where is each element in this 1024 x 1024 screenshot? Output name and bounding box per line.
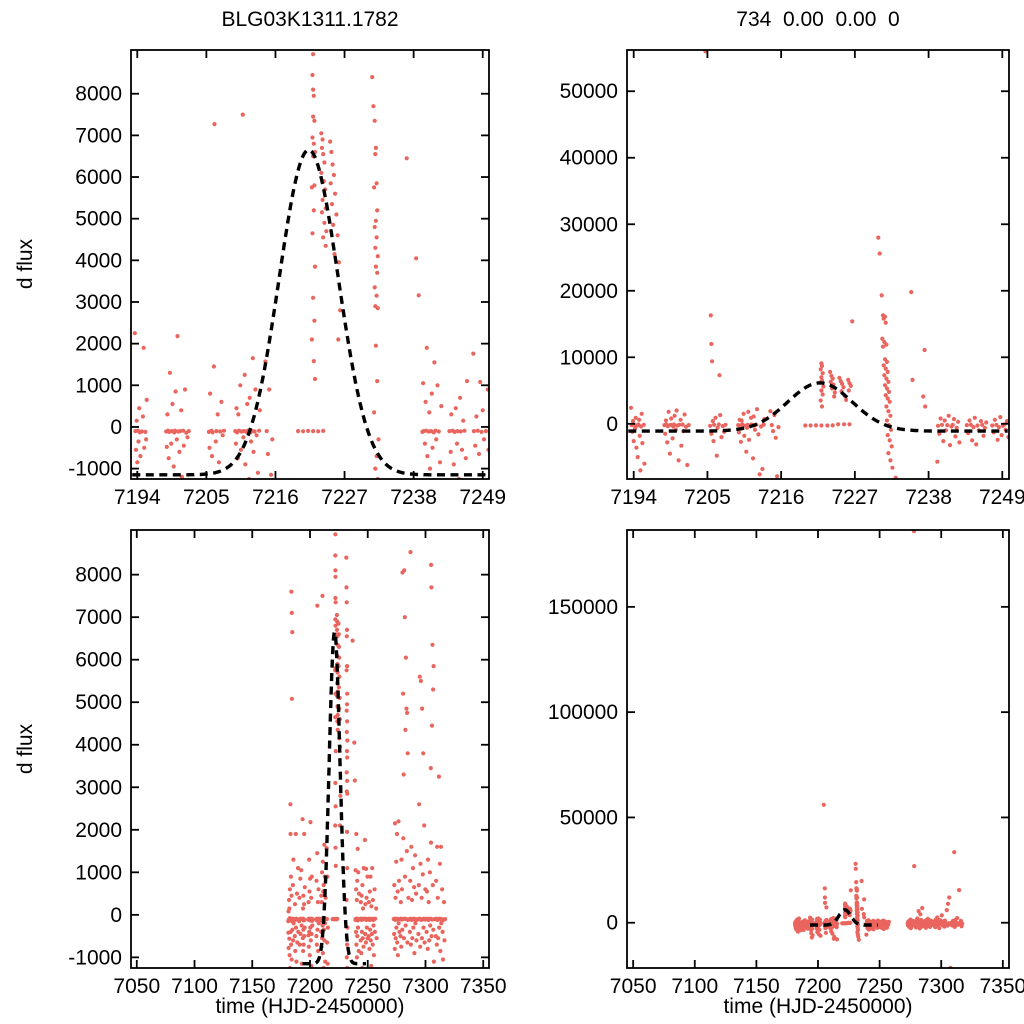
svg-text:-1000: -1000 [68, 946, 122, 969]
svg-text:7250: 7250 [344, 975, 391, 998]
svg-text:1000: 1000 [75, 861, 122, 884]
svg-text:7216: 7216 [758, 486, 805, 509]
svg-text:7350: 7350 [460, 975, 507, 998]
svg-text:7200: 7200 [795, 975, 842, 998]
svg-text:7250: 7250 [856, 975, 903, 998]
svg-text:10000: 10000 [560, 346, 618, 369]
svg-text:4000: 4000 [75, 734, 122, 757]
svg-text:7216: 7216 [252, 486, 299, 509]
svg-text:3000: 3000 [75, 776, 122, 799]
svg-text:7300: 7300 [918, 975, 965, 998]
svg-text:7238: 7238 [390, 486, 437, 509]
svg-text:7194: 7194 [610, 486, 657, 509]
svg-text:7205: 7205 [684, 486, 731, 509]
svg-text:7000: 7000 [75, 124, 122, 147]
svg-text:6000: 6000 [75, 649, 122, 672]
svg-text:50000: 50000 [560, 806, 618, 829]
svg-text:100000: 100000 [548, 701, 618, 724]
svg-text:7300: 7300 [402, 975, 449, 998]
svg-text:5000: 5000 [75, 208, 122, 231]
svg-text:7194: 7194 [114, 486, 161, 509]
svg-text:8000: 8000 [75, 564, 122, 587]
svg-text:0: 0 [110, 904, 122, 927]
svg-text:0: 0 [606, 912, 618, 935]
svg-text:7050: 7050 [113, 975, 160, 998]
svg-text:2000: 2000 [75, 333, 122, 356]
svg-text:7050: 7050 [610, 975, 657, 998]
svg-text:7100: 7100 [671, 975, 718, 998]
svg-text:7238: 7238 [905, 486, 952, 509]
svg-text:0: 0 [110, 416, 122, 439]
svg-text:7227: 7227 [321, 486, 368, 509]
svg-text:7227: 7227 [832, 486, 879, 509]
svg-text:4000: 4000 [75, 249, 122, 272]
x-axis-label-bottom-left: time (HJD-2450000) [215, 995, 405, 1018]
x-axis-label-bottom-right: time (HJD-2450000) [723, 995, 913, 1018]
svg-text:7150: 7150 [733, 975, 780, 998]
svg-text:2000: 2000 [75, 819, 122, 842]
svg-text:7000: 7000 [75, 606, 122, 629]
svg-text:20000: 20000 [560, 280, 618, 303]
svg-text:5000: 5000 [75, 691, 122, 714]
svg-text:40000: 40000 [560, 147, 618, 170]
svg-text:7350: 7350 [979, 975, 1024, 998]
svg-text:7150: 7150 [229, 975, 276, 998]
svg-text:7249: 7249 [459, 486, 506, 509]
svg-text:7200: 7200 [287, 975, 334, 998]
panel-title-top-right: 734 0.00 0.00 0 [736, 8, 900, 31]
svg-text:6000: 6000 [75, 166, 122, 189]
svg-text:7249: 7249 [979, 486, 1024, 509]
svg-text:50000: 50000 [560, 80, 618, 103]
svg-text:0: 0 [606, 413, 618, 436]
svg-text:7100: 7100 [171, 975, 218, 998]
panel-title-top-left: BLG03K1311.1782 [221, 8, 399, 31]
svg-text:3000: 3000 [75, 291, 122, 314]
svg-text:8000: 8000 [75, 83, 122, 106]
svg-text:30000: 30000 [560, 213, 618, 236]
svg-text:-1000: -1000 [68, 458, 122, 481]
svg-text:1000: 1000 [75, 374, 122, 397]
svg-text:7205: 7205 [183, 486, 230, 509]
svg-text:150000: 150000 [548, 596, 618, 619]
